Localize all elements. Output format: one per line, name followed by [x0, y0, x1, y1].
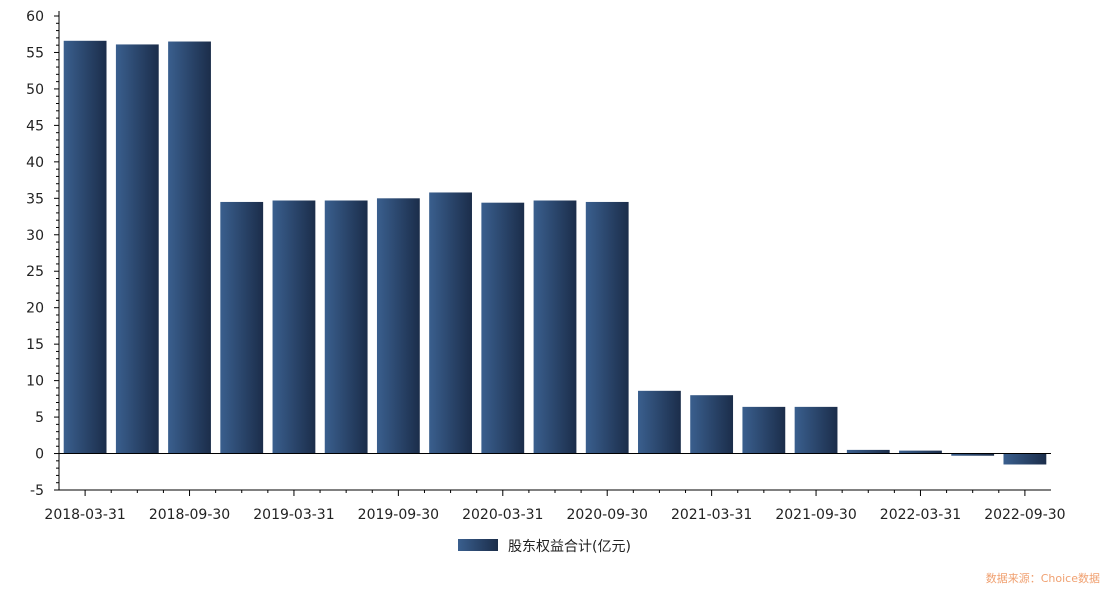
bar-2019-03-31[interactable] [272, 200, 316, 454]
bar-2020-12-31[interactable] [638, 390, 681, 454]
bar-2021-06-30[interactable] [742, 406, 786, 454]
x-tick-label: 2022-03-31 [880, 507, 961, 523]
x-tick-label: 2022-09-30 [984, 507, 1065, 523]
bar-2019-12-31[interactable] [429, 192, 472, 454]
bar-2021-09-30[interactable] [794, 406, 838, 454]
x-tick-label: 2020-09-30 [567, 507, 648, 523]
legend-label: 股东权益合计(亿元) [508, 539, 631, 555]
x-tick-label: 2018-09-30 [149, 507, 230, 523]
y-tick-label: 0 [35, 447, 44, 463]
y-tick-label: 30 [26, 228, 44, 244]
bar-2021-03-31[interactable] [690, 395, 734, 454]
bar-2018-03-31[interactable] [63, 40, 107, 454]
bar-2018-06-30[interactable] [115, 44, 159, 454]
bar-2018-12-31[interactable] [220, 201, 264, 454]
y-tick-label: 25 [26, 264, 44, 280]
x-tick-label: 2019-03-31 [253, 507, 334, 523]
x-tick-label: 2021-09-30 [775, 507, 856, 523]
y-tick-label: 60 [26, 9, 44, 25]
bar-2020-06-30[interactable] [533, 200, 577, 454]
y-tick-label: 45 [26, 118, 44, 134]
x-tick-label: 2018-03-31 [44, 507, 125, 523]
bar-2020-03-31[interactable] [481, 202, 525, 454]
bar-2020-09-30[interactable] [585, 201, 629, 454]
bar-2022-09-30[interactable] [1003, 453, 1047, 465]
bar-2018-09-30[interactable] [168, 41, 211, 454]
legend[interactable]: 股东权益合计(亿元) [458, 539, 631, 555]
x-tick-label: 2021-03-31 [671, 507, 752, 523]
bar-2021-12-31[interactable] [846, 449, 890, 454]
y-tick-label: 5 [35, 410, 44, 426]
bar-2019-09-30[interactable] [376, 198, 420, 454]
y-tick-label: 40 [26, 155, 44, 171]
y-tick-label: 35 [26, 191, 44, 207]
y-tick-label: 15 [26, 337, 44, 353]
x-tick-label: 2020-03-31 [462, 507, 543, 523]
legend-swatch [458, 539, 498, 551]
bar-2022-03-31[interactable] [899, 450, 942, 454]
y-tick-label: -5 [30, 483, 44, 499]
y-tick-label: 10 [26, 374, 44, 390]
bar-2022-06-30[interactable] [951, 453, 995, 456]
axes-group: -5 0 5 10 15 20 25 30 35 40 45 50 55 60 2018-03-31 2018… [26, 9, 1065, 523]
bars-group [63, 40, 1047, 465]
data-source-note: 数据来源：Choice数据 [985, 572, 1100, 585]
x-tick-label: 2019-09-30 [358, 507, 439, 523]
y-tick-label: 50 [26, 82, 44, 98]
y-tick-label: 55 [26, 45, 44, 61]
bar-2019-06-30[interactable] [324, 200, 368, 454]
y-tick-label: 20 [26, 301, 44, 317]
